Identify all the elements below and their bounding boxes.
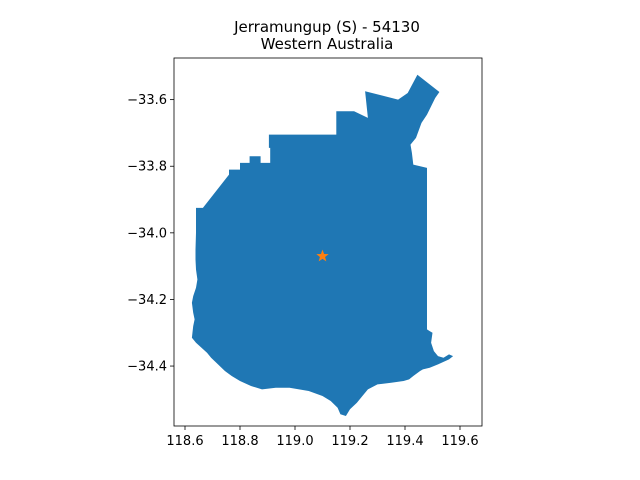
y-tick-label: −33.6 xyxy=(127,93,167,108)
x-tick-label: 119.4 xyxy=(386,434,423,449)
x-tick-label: 119.6 xyxy=(441,434,478,449)
axes-frame xyxy=(173,57,483,427)
y-tick-label: −34.4 xyxy=(127,360,167,375)
x-tick-label: 119.0 xyxy=(276,434,313,449)
y-tick-label: −34.0 xyxy=(127,226,167,241)
region-shape xyxy=(191,74,454,416)
x-tick-label: 119.2 xyxy=(331,434,368,449)
y-tick-label: −33.8 xyxy=(127,160,167,175)
x-tick-label: 118.6 xyxy=(166,434,203,449)
plot-area xyxy=(191,74,454,416)
y-tick-label: −34.2 xyxy=(127,293,167,308)
centroid-star-marker xyxy=(316,249,329,262)
figure-title: Jerramungup (S) - 54130 Western Australi… xyxy=(233,18,420,53)
title-line-2: Western Australia xyxy=(261,35,394,53)
x-tick-label: 118.8 xyxy=(221,434,258,449)
x-axis: 118.6 118.8 119.0 119.2 119.4 119.6 xyxy=(166,426,479,449)
title-line-1: Jerramungup (S) - 54130 xyxy=(233,18,420,36)
y-axis: −33.6 −33.8 −34.0 −34.2 −34.4 xyxy=(127,93,174,375)
